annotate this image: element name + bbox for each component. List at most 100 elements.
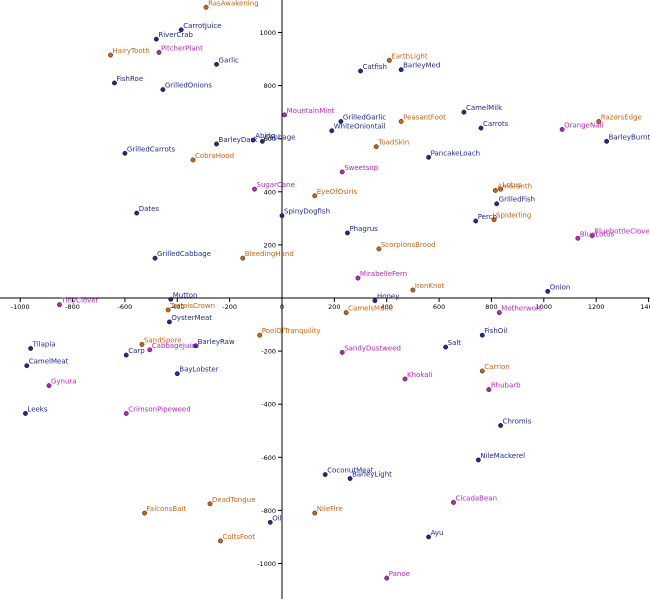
point-label: CobraHood (195, 152, 234, 160)
x-tick-label: 1200 (588, 303, 605, 311)
point-label: SugarCane (257, 181, 295, 189)
data-point (492, 188, 498, 193)
point-label: Onion (550, 283, 571, 291)
data-point (24, 363, 30, 369)
point-label: CamelMilk (466, 104, 503, 112)
point-label: Mutton (173, 291, 198, 299)
point-label: OysterMeat (171, 314, 212, 322)
point-label: WhiteOniontail (334, 123, 386, 131)
point-label: Carrion (484, 363, 509, 371)
point-label: DeadTongue (212, 496, 255, 504)
data-points (23, 4, 610, 581)
data-point (46, 383, 52, 389)
point-label: CoconutMeat (327, 467, 374, 475)
point-label: Abido (255, 132, 275, 140)
point-label: Tilapia (32, 340, 56, 348)
point-label: Phagrus (349, 225, 378, 233)
point-label: ColtsFoot (222, 533, 255, 541)
data-point (160, 87, 166, 92)
data-point (214, 141, 219, 147)
point-label: PeasantFoot (403, 113, 446, 121)
y-tick-label: 1000 (259, 29, 276, 37)
y-tick-label: -800 (261, 507, 276, 515)
data-point (139, 342, 145, 347)
point-label: BarleyRaw (198, 338, 235, 346)
point-label: RazorsEdge (601, 113, 642, 121)
data-point (496, 310, 502, 316)
point-label: Dates (139, 205, 160, 213)
y-tick-label: -600 (261, 454, 276, 462)
point-label: Salt (448, 339, 462, 347)
point-label: Panoe (389, 570, 410, 578)
y-tick-label: 400 (264, 188, 276, 196)
y-tick-label: 600 (264, 135, 276, 143)
point-label: Rhubarb (491, 382, 521, 390)
point-label: Cabbage (264, 133, 295, 141)
point-label: EarthLight (391, 52, 427, 60)
point-label: Oil (272, 514, 281, 522)
point-label: Carrots (483, 120, 509, 128)
point-label: CrimsonPipeweed (128, 405, 190, 413)
x-tick-label: 200 (328, 303, 340, 311)
point-label: CamelMeat (29, 358, 69, 366)
data-point (426, 534, 432, 540)
point-label: BarleyBurnt (609, 133, 650, 141)
data-point (218, 538, 223, 544)
data-point (461, 109, 467, 115)
data-point (475, 457, 481, 463)
data-point (123, 352, 129, 358)
data-point (214, 61, 219, 67)
point-label: SpinyDogfish (284, 208, 330, 216)
point-label: CamelsMane (348, 305, 393, 313)
data-point (174, 371, 180, 377)
point-label: RiverCrab (158, 31, 193, 39)
point-label: ScorpionsBrood (381, 241, 436, 249)
x-tick-label: -400 (170, 303, 185, 311)
point-label: TinyClover (60, 297, 98, 305)
point-label: Khokali (407, 371, 432, 379)
x-tick-label: 1000 (536, 303, 553, 311)
x-tick-label: 600 (433, 303, 445, 311)
point-label: BluebottleClover (594, 228, 650, 236)
data-point (259, 138, 265, 144)
data-point (575, 235, 581, 241)
point-label: BarleyDark (219, 136, 259, 144)
point-label: TortoisCrown (169, 302, 215, 310)
data-point (152, 255, 158, 261)
point-label: Sweetsop (344, 164, 378, 172)
data-point (112, 80, 117, 86)
point-label: IronKnot (415, 282, 445, 290)
point-label: PancakeLoach (431, 149, 481, 157)
data-point (386, 57, 392, 63)
point-label: ToadSkin (377, 139, 409, 147)
data-point (123, 411, 129, 416)
data-point (250, 137, 256, 143)
point-label: PoolOfTranquility (262, 327, 321, 335)
data-point (596, 119, 602, 124)
point-label: Catfish (363, 63, 387, 71)
point-label: SandyDustweed (344, 344, 401, 352)
data-point (345, 230, 350, 236)
data-point (167, 319, 172, 325)
y-tick-label: 800 (264, 82, 276, 90)
data-point (443, 344, 449, 350)
data-point (57, 302, 62, 308)
point-label: BlueLotus (580, 230, 615, 238)
x-tick-label: 1400 (640, 303, 650, 311)
point-label: BarleyLight (352, 471, 392, 479)
point-label: Chromis (503, 417, 532, 425)
data-point (486, 387, 492, 392)
data-point (193, 343, 199, 349)
point-label: Amaranth (497, 182, 532, 190)
point-label: RasAwakening (208, 0, 259, 7)
x-tick-label: -200 (222, 303, 237, 311)
point-label: GrilledFish (499, 196, 535, 204)
data-point (339, 350, 345, 355)
data-point (322, 472, 328, 477)
point-label: Carp (128, 347, 145, 355)
point-label: Motherwort (501, 305, 542, 313)
data-point (479, 332, 485, 338)
point-label: Leeks (27, 405, 47, 413)
